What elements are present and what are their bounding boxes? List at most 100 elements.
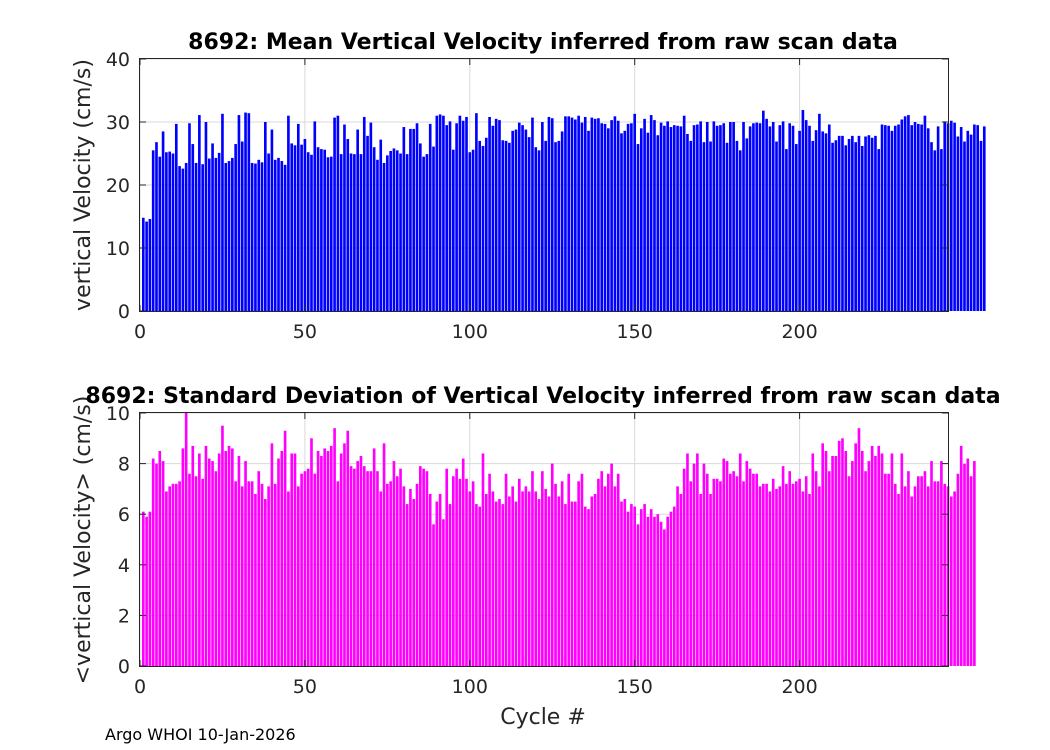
bar: [709, 141, 712, 311]
bar: [244, 461, 247, 666]
bar: [534, 491, 538, 666]
x-ticks: 0 50 100 150 200: [134, 413, 818, 698]
bar: [395, 476, 399, 666]
bar: [290, 143, 294, 311]
bar: [283, 430, 287, 666]
bar: [481, 145, 485, 311]
bar: [438, 493, 442, 666]
bar: [966, 130, 970, 311]
bar: [748, 126, 752, 311]
bar: [458, 115, 462, 311]
bar: [738, 150, 742, 311]
bar: [788, 471, 792, 666]
bar: [864, 136, 867, 311]
bar: [227, 445, 231, 666]
bar: [600, 471, 604, 666]
bar: [181, 448, 185, 666]
y-axis-label: vertical Velocity (cm/s): [71, 59, 96, 311]
bar: [771, 122, 775, 311]
bar: [386, 483, 389, 666]
bar: [448, 121, 452, 312]
bar: [217, 152, 221, 311]
bar: [653, 120, 656, 311]
bar: [953, 491, 956, 666]
bar: [277, 157, 280, 311]
bar: [264, 122, 267, 311]
bar: [531, 117, 534, 311]
bar: [280, 450, 284, 666]
bar: [811, 140, 815, 311]
bar: [547, 496, 551, 666]
bar: [623, 130, 627, 311]
bar: [475, 504, 478, 666]
bar: [801, 110, 805, 311]
bar: [653, 516, 656, 666]
bar: [264, 499, 267, 666]
bar: [910, 496, 914, 666]
bar: [270, 443, 274, 666]
bar: [564, 504, 567, 666]
bar: [343, 443, 346, 666]
bar: [198, 115, 201, 311]
bar: [392, 461, 396, 666]
bar: [851, 135, 854, 311]
bar: [692, 125, 696, 312]
bar: [178, 166, 181, 311]
bar: [633, 506, 637, 666]
bar: [663, 125, 666, 311]
bar: [481, 453, 485, 666]
bar: [471, 481, 475, 666]
bar: [600, 123, 604, 311]
bar: [498, 120, 501, 311]
bar: [313, 473, 317, 666]
stddev-velocity-chart: 0 50 100 150 200 0 2 4 6 8 10 <vertical Velocity>…: [71, 384, 1001, 730]
mean-velocity-chart: 8692: Mean Vertical Velocity inferred fr…: [71, 30, 986, 343]
bar: [514, 129, 518, 311]
bar: [841, 135, 844, 311]
bar: [626, 123, 630, 311]
bar: [669, 511, 673, 666]
bar: [884, 125, 887, 312]
bar: [752, 123, 755, 311]
x-ticks: 0 50 100 150 200: [134, 59, 818, 343]
bar: [880, 124, 884, 312]
bar: [663, 529, 666, 666]
bar: [435, 115, 439, 311]
bar: [389, 150, 392, 311]
bar: [442, 115, 445, 311]
y-ticks: 0 2 4 6 8 10: [106, 403, 948, 678]
bar: [781, 121, 785, 312]
bar: [362, 116, 366, 312]
bar: [425, 471, 429, 666]
bar: [672, 506, 676, 666]
bar: [867, 135, 871, 311]
bar: [956, 473, 960, 666]
bar: [870, 445, 874, 666]
x-tick-label: 50: [293, 321, 317, 343]
bar: [171, 153, 175, 311]
bar: [953, 122, 956, 311]
bar: [161, 131, 165, 311]
bar: [567, 116, 571, 311]
bar: [273, 159, 277, 311]
bar: [877, 445, 881, 666]
bar: [356, 129, 359, 311]
bar: [326, 450, 330, 666]
bar: [320, 149, 323, 311]
bar: [260, 162, 264, 311]
bar: [976, 125, 979, 312]
bar: [296, 123, 300, 311]
bar: [557, 496, 561, 666]
bar: [422, 156, 425, 311]
bar: [524, 129, 528, 311]
bar: [742, 481, 745, 666]
x-tick-label: 0: [134, 321, 146, 343]
bar: [428, 123, 432, 311]
bar: [765, 483, 768, 666]
bar: [936, 126, 940, 311]
bar: [508, 496, 511, 666]
bar: [254, 163, 257, 311]
bar: [880, 453, 884, 666]
bar: [768, 491, 772, 666]
bar: [847, 476, 851, 666]
